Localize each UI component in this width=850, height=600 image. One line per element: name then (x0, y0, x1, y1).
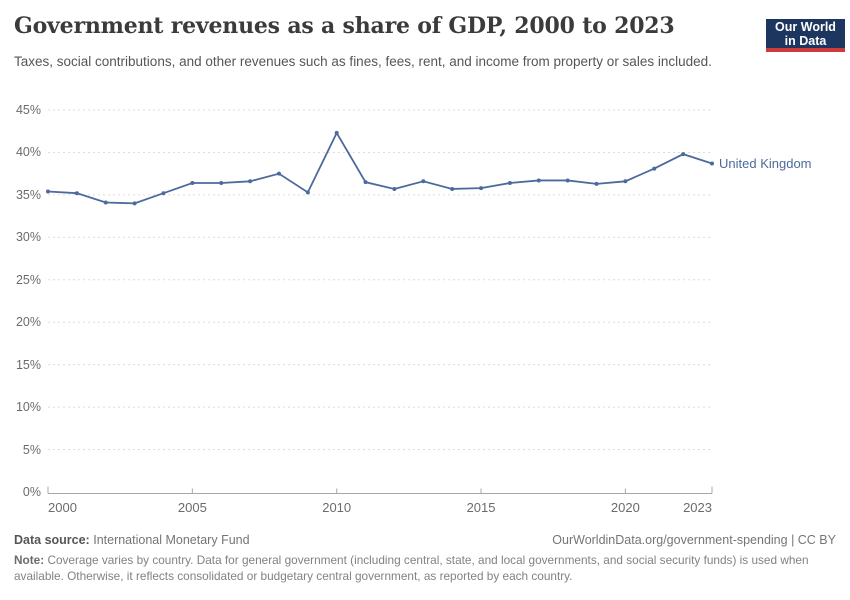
data-point[interactable] (392, 186, 397, 191)
data-point[interactable] (565, 178, 570, 183)
y-axis-tick-label: 0% (22, 485, 41, 499)
x-axis-tick-label: 2010 (322, 500, 352, 515)
data-point[interactable] (479, 186, 484, 191)
chart-plot-area[interactable]: 0% 5% 10% 15% 20% 25% 30% 35% 40% 45% 2000 2005 201… (0, 0, 850, 525)
owid-logo-line1: Our World (775, 19, 836, 34)
y-axis-tick-label: 30% (15, 230, 41, 245)
y-axis-tick-label: 40% (15, 145, 41, 160)
data-point[interactable] (276, 171, 281, 176)
data-point[interactable] (681, 152, 686, 157)
chart-canvas (46, 109, 714, 494)
x-axis-tick-label: 2005 (177, 500, 207, 515)
source-row: Data source: International Monetary Fund… (14, 533, 836, 547)
data-point[interactable] (594, 181, 599, 186)
y-axis-tick-label: 35% (15, 187, 41, 202)
y-axis-tick-label: 20% (15, 315, 41, 330)
chart-note: Note: Coverage varies by country. Data f… (14, 553, 809, 584)
y-axis-tick-label: 45% (15, 103, 41, 117)
data-point[interactable] (450, 186, 455, 191)
data-line (47, 131, 713, 205)
y-axis-tick-label: 25% (15, 272, 41, 287)
y-axis-tick-label: 15% (15, 357, 41, 372)
data-point[interactable] (421, 179, 426, 184)
data-source-label: Data source: (14, 533, 90, 547)
attribution-link[interactable]: OurWorldinData.org/government-spending |… (552, 533, 836, 547)
data-point[interactable] (46, 189, 50, 194)
x-axis-tick-label: 2020 (610, 500, 640, 515)
data-point[interactable] (161, 191, 166, 196)
y-axis-tick-label: 5% (22, 442, 41, 457)
data-point[interactable] (334, 130, 339, 135)
data-point[interactable] (132, 201, 137, 206)
x-axis-tick-label: 2023 (683, 500, 712, 515)
data-point[interactable] (74, 191, 79, 196)
data-point[interactable] (536, 178, 541, 183)
x-axis-tick-label: 2015 (466, 500, 496, 515)
data-point[interactable] (305, 190, 310, 195)
data-point[interactable] (190, 181, 195, 186)
y-axis-tick-label: 10% (15, 400, 41, 415)
data-point[interactable] (103, 200, 108, 205)
chart-subtitle: Taxes, social contributions, and other r… (14, 54, 712, 69)
owid-logo[interactable]: Our World in Data (766, 19, 845, 52)
data-source: Data source: International Monetary Fund (14, 533, 250, 547)
data-point[interactable] (623, 179, 628, 184)
data-point[interactable] (507, 181, 512, 186)
data-point[interactable] (710, 161, 714, 166)
data-point[interactable] (363, 180, 368, 185)
data-point[interactable] (219, 181, 224, 186)
chart-title: Government revenues as a share of GDP, 2… (14, 13, 675, 39)
series-label-united-kingdom[interactable]: United Kingdom (719, 156, 812, 172)
owid-logo-line2: in Data (784, 33, 827, 48)
x-axis-tick-label: 2000 (48, 500, 77, 515)
data-point[interactable] (248, 179, 253, 184)
note-text: Coverage varies by country. Data for gen… (14, 553, 809, 583)
note-label: Note: (14, 553, 45, 567)
data-point[interactable] (652, 166, 657, 171)
data-source-value: International Monetary Fund (93, 533, 250, 547)
